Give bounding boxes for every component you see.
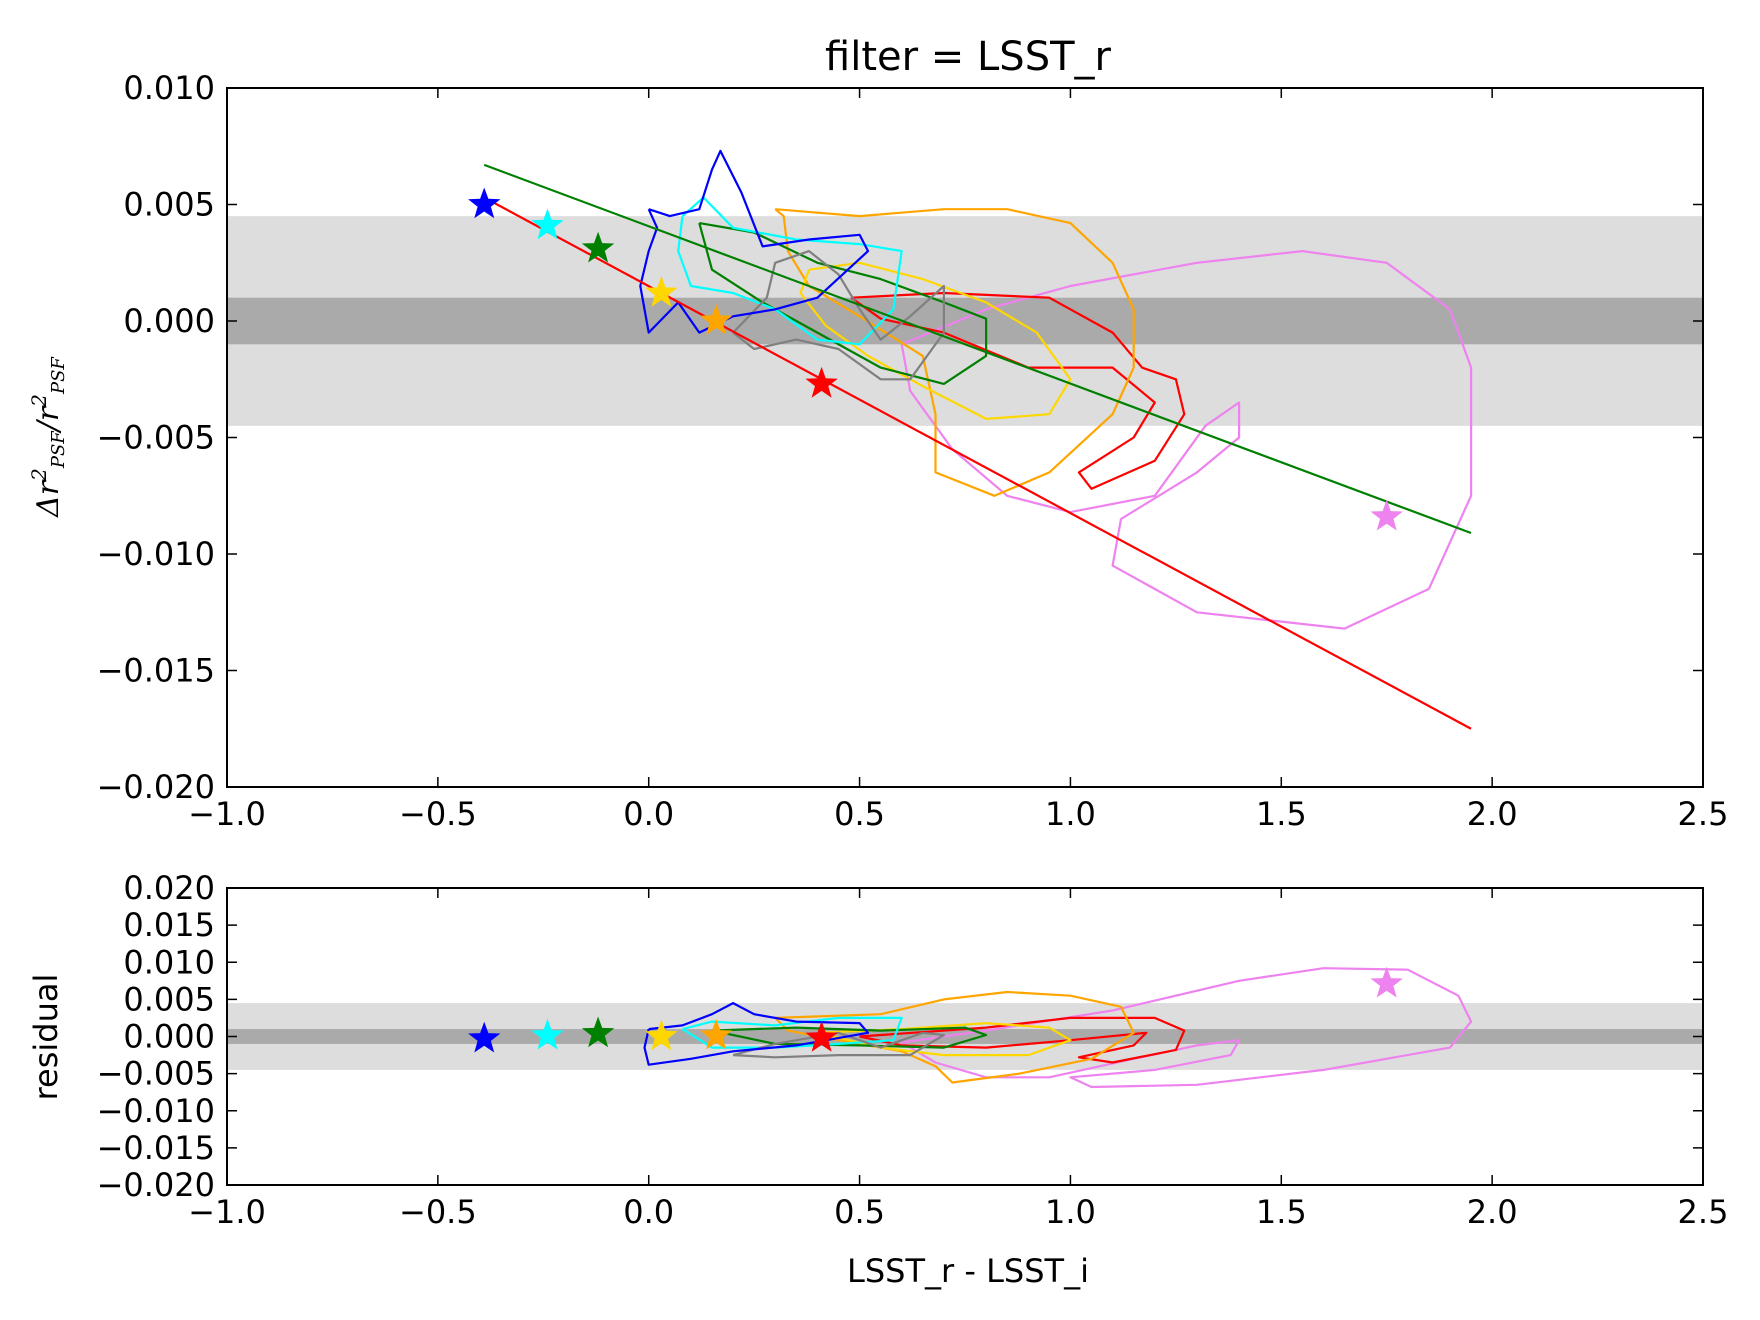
- main-y-tick-labels: −0.020 −0.015 −0.010 −0.005 0.000 0.005 0.010: [97, 69, 215, 806]
- star-marker: [468, 187, 501, 219]
- star-marker: [581, 231, 615, 263]
- y-tick-label: 0.020: [123, 869, 215, 907]
- star-marker: [1370, 499, 1403, 531]
- x-tick-label: 1.5: [1256, 1193, 1307, 1231]
- contour: [774, 990, 1135, 1084]
- residual-ticks: [226, 887, 1704, 1186]
- star-marker: [700, 1018, 733, 1050]
- main-ticks: [226, 87, 1704, 788]
- x-tick-label: 2.5: [1678, 1193, 1729, 1231]
- y-tick-label: −0.015: [97, 1129, 215, 1167]
- x-axis-label: LSST_r - LSST_i: [847, 1252, 1089, 1290]
- y-tick-label: −0.020: [97, 768, 215, 806]
- contour: [817, 1021, 1072, 1057]
- contour: [732, 1031, 946, 1059]
- contour: [732, 250, 946, 381]
- main-x-tick-labels: −1.0 −0.5 0.0 0.5 1.0 1.5 2.0 2.5: [188, 795, 1728, 833]
- star-marker: [645, 1019, 678, 1051]
- y-tick-label: −0.005: [97, 419, 215, 457]
- contour: [643, 1001, 870, 1066]
- x-tick-label: 0.0: [623, 1193, 674, 1231]
- y-tick-label: 0.000: [123, 302, 215, 340]
- residual-y-tick-labels: −0.020−0.015−0.010−0.0050.0000.0050.0100…: [97, 869, 215, 1204]
- y-tick-label: 0.005: [123, 186, 215, 224]
- y-tick-label: −0.010: [97, 535, 215, 573]
- star-marker: [581, 1016, 615, 1048]
- y-tick-label: 0.005: [123, 980, 215, 1018]
- x-tick-label: 1.0: [1045, 1193, 1096, 1231]
- x-tick-label: 2.0: [1467, 795, 1518, 833]
- y-tick-label: −0.010: [97, 1092, 215, 1130]
- contour: [639, 149, 870, 334]
- x-tick-label: −0.5: [399, 1193, 477, 1231]
- star-marker: [531, 1018, 564, 1050]
- star-marker: [1370, 966, 1403, 998]
- main-panel: −1.0 −0.5 0.0 0.5 1.0 1.5 2.0 2.5 −0.020−0.015−…: [27, 69, 1728, 833]
- contour: [677, 196, 903, 346]
- x-tick-label: 0.0: [623, 795, 674, 833]
- y-tick-label: −0.005: [97, 1055, 215, 1093]
- fit-line: [483, 163, 1472, 535]
- residual-stars: [468, 966, 1403, 1053]
- y-tick-label: −0.020: [97, 1166, 215, 1204]
- main-stars: [468, 187, 1403, 531]
- contour: [901, 967, 1473, 1089]
- star-marker: [531, 208, 564, 240]
- x-tick-label: 0.5: [834, 1193, 885, 1231]
- inner-band: [227, 297, 1703, 345]
- y-tick-label: −0.015: [97, 652, 215, 690]
- residual-panel: −1.0 −0.5 0.0 0.5 1.0 1.5 2.0 2.5 −0.020−0.015−…: [27, 869, 1728, 1231]
- residual-x-tick-labels: −1.0 −0.5 0.0 0.5 1.0 1.5 2.0 2.5: [188, 1193, 1728, 1231]
- star-marker: [805, 366, 838, 398]
- x-tick-label: −1.0: [188, 1193, 266, 1231]
- contour: [799, 261, 1072, 420]
- contour: [900, 250, 1473, 630]
- y-tick-label: 0.015: [123, 906, 215, 944]
- contour: [681, 1016, 903, 1049]
- chart-title: filter = LSST_r: [825, 34, 1111, 80]
- star-marker: [700, 304, 733, 335]
- x-tick-label: −0.5: [399, 795, 477, 833]
- residual-y-axis-label: residual: [27, 974, 65, 1101]
- main-contours: [639, 149, 1473, 630]
- star-marker: [645, 276, 678, 307]
- x-tick-label: 2.5: [1678, 795, 1729, 833]
- contour: [859, 1016, 1186, 1064]
- residual-contours: [643, 967, 1473, 1089]
- residual-bands: [227, 1003, 1703, 1070]
- y-tick-label: 0.000: [123, 1018, 215, 1056]
- x-tick-label: 1.0: [1045, 795, 1096, 833]
- y-tick-label: 0.010: [123, 69, 215, 107]
- x-tick-label: 0.5: [834, 795, 885, 833]
- x-tick-label: 1.5: [1256, 795, 1307, 833]
- star-marker: [805, 1021, 838, 1052]
- y-tick-label: 0.010: [123, 943, 215, 981]
- main-bands: [227, 216, 1703, 426]
- x-tick-label: 2.0: [1467, 1193, 1518, 1231]
- contour: [850, 291, 1186, 490]
- star-marker: [468, 1021, 501, 1053]
- x-tick-label: −1.0: [188, 795, 266, 833]
